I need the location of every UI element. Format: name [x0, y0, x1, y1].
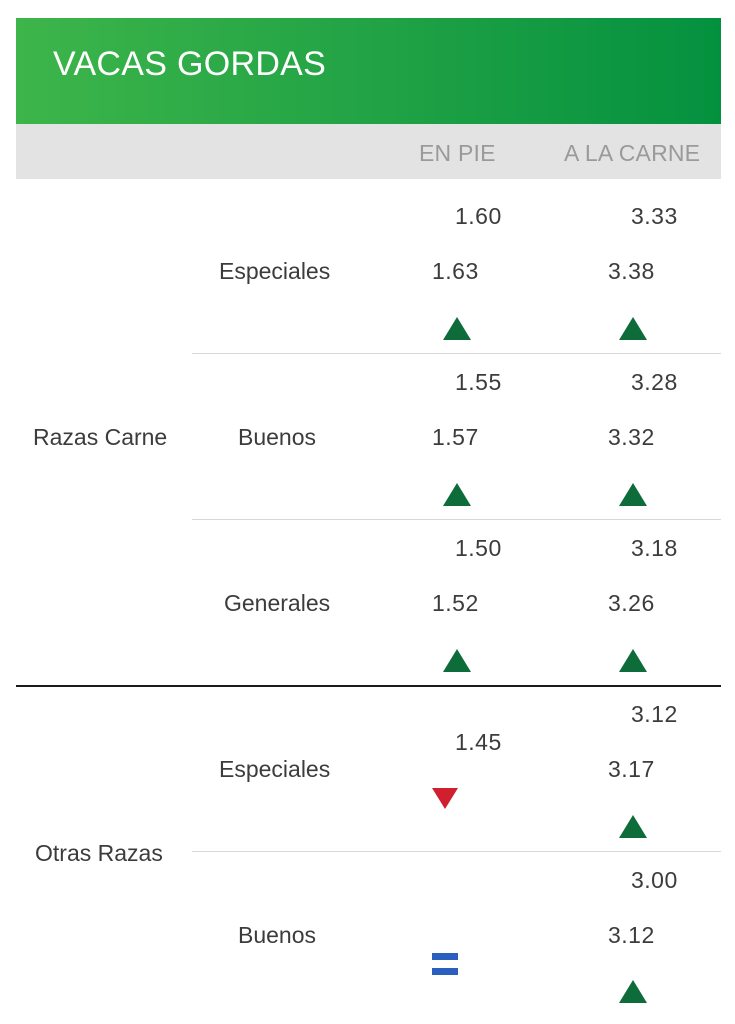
row-divider: [192, 519, 721, 520]
row-label-especiales: Especiales: [219, 258, 331, 284]
a-la-carne-max: 3.38: [608, 258, 655, 284]
trend-down-icon: [432, 788, 458, 809]
a-la-carne-max: 3.26: [608, 590, 655, 616]
a-la-carne-min: 3.12: [631, 701, 678, 727]
trend-up-icon: [619, 815, 647, 838]
trend-up-icon: [619, 317, 647, 340]
page-title: VACAS GORDAS: [53, 45, 327, 83]
a-la-carne-max: 3.12: [608, 922, 655, 948]
en-pie-max: 1.63: [432, 258, 479, 284]
trend-up-icon: [443, 483, 471, 506]
a-la-carne-max: 3.17: [608, 756, 655, 782]
trend-up-icon: [619, 649, 647, 672]
en-pie-min: 1.60: [455, 203, 502, 229]
row-divider: [192, 353, 721, 354]
trend-up-icon: [619, 483, 647, 506]
trend-equal-icon: [432, 953, 458, 976]
group-label-razas-carne: Razas Carne: [33, 424, 168, 450]
group-divider: [16, 685, 721, 687]
trend-up-icon: [443, 649, 471, 672]
en-pie-value: 1.45: [455, 729, 502, 755]
column-header-a-la-carne: A LA CARNE: [564, 140, 701, 166]
column-header-en-pie: EN PIE: [419, 140, 496, 166]
row-divider: [192, 851, 721, 852]
row-label-buenos: Buenos: [238, 922, 317, 948]
a-la-carne-min: 3.00: [631, 867, 678, 893]
en-pie-min: 1.50: [455, 535, 502, 561]
en-pie-max: 1.57: [432, 424, 479, 450]
row-label-generales: Generales: [224, 590, 331, 616]
row-label-buenos: Buenos: [238, 424, 317, 450]
table-header: VACAS GORDAS: [16, 18, 721, 124]
a-la-carne-min: 3.18: [631, 535, 678, 561]
row-label-especiales: Especiales: [219, 756, 331, 782]
a-la-carne-min: 3.33: [631, 203, 678, 229]
column-headers: EN PIE A LA CARNE: [16, 124, 721, 179]
a-la-carne-max: 3.32: [608, 424, 655, 450]
en-pie-max: 1.52: [432, 590, 479, 616]
trend-up-icon: [619, 980, 647, 1003]
en-pie-min: 1.55: [455, 369, 502, 395]
a-la-carne-min: 3.28: [631, 369, 678, 395]
group-label-otras-razas: Otras Razas: [35, 840, 163, 866]
trend-up-icon: [443, 317, 471, 340]
